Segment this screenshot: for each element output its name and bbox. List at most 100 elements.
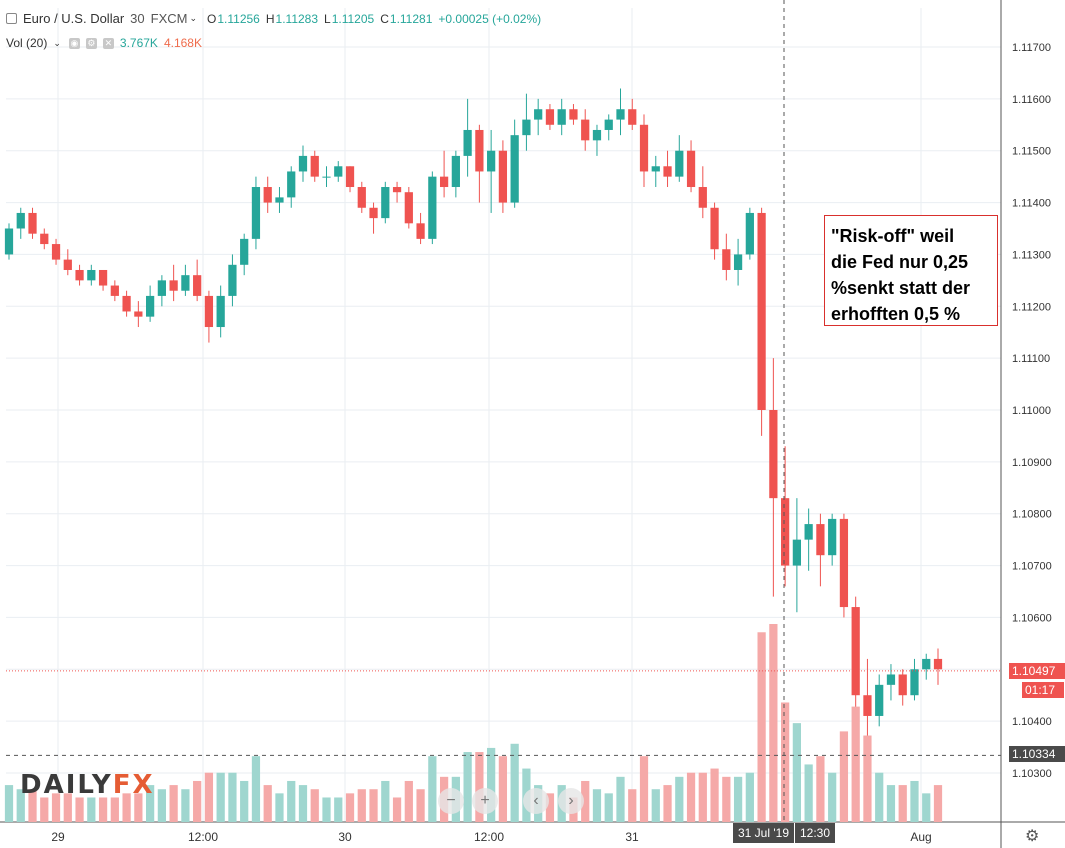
legend-main-row: Euro / U.S. Dollar 30 FXCM ⌄ O 1.11256 H… xyxy=(6,11,547,26)
candle-body xyxy=(604,119,613,130)
low-label: L xyxy=(324,11,331,26)
annotation-box[interactable]: "Risk-off" weil die Fed nur 0,25 %senkt … xyxy=(824,215,998,326)
chevron-down-icon[interactable]: ⌄ xyxy=(53,37,61,48)
volume-bar xyxy=(628,789,637,822)
candle-body xyxy=(404,192,413,224)
volume-bar xyxy=(310,789,319,822)
zoom-in-button[interactable]: + xyxy=(472,788,498,814)
volume-bar xyxy=(169,785,178,822)
countdown-tag: 01:17 xyxy=(1022,682,1064,698)
scroll-right-button[interactable]: › xyxy=(558,788,584,814)
volume-bar xyxy=(545,793,555,822)
chevron-down-icon[interactable]: ⌄ xyxy=(189,13,198,23)
volume-bar xyxy=(240,780,249,822)
low-value: 1.11205 xyxy=(331,11,375,26)
volume-bar xyxy=(181,789,190,822)
logo-text-fx: FX xyxy=(112,770,155,800)
candle-body xyxy=(169,280,178,291)
zoom-out-button[interactable]: − xyxy=(438,788,464,814)
volume-bar xyxy=(804,764,813,822)
volume-bar xyxy=(616,776,625,822)
open-value: 1.11256 xyxy=(217,11,260,26)
crosshair-date-tag: 31 Jul '19 xyxy=(733,823,794,843)
volume-bar xyxy=(322,797,331,822)
volume-bar xyxy=(851,706,860,822)
candle-body xyxy=(157,280,166,296)
candle-body xyxy=(886,674,896,685)
close-icon[interactable]: ✕ xyxy=(102,37,114,49)
volume-bar xyxy=(604,793,613,822)
volume-label[interactable]: Vol (20) xyxy=(6,36,48,50)
candle-body xyxy=(675,150,684,177)
settings-gear-icon[interactable]: ⚙ xyxy=(1025,828,1040,845)
volume-bar xyxy=(40,797,49,822)
candle-body xyxy=(910,669,919,696)
volume-bar xyxy=(710,768,719,822)
volume-bar xyxy=(863,735,872,822)
candle-body xyxy=(228,264,237,296)
volume-bar xyxy=(251,756,261,822)
x-tick-label: 12:00 xyxy=(474,830,504,844)
volume-bar xyxy=(639,756,649,822)
candle-body xyxy=(816,524,825,556)
symbol-name[interactable]: Euro / U.S. Dollar xyxy=(23,11,125,26)
volume-bar xyxy=(910,780,919,822)
candle-body xyxy=(875,684,884,716)
candle-body xyxy=(451,155,460,188)
candle-body xyxy=(75,269,84,281)
candle-body xyxy=(28,212,37,234)
candle-body xyxy=(522,119,531,136)
candle-body xyxy=(345,166,355,188)
candle-body xyxy=(592,129,602,141)
candle-body xyxy=(298,155,308,172)
collapse-icon[interactable] xyxy=(6,13,17,24)
current-price-tag: 1.10497 xyxy=(1009,663,1065,679)
candle-body xyxy=(828,518,837,556)
candle-body xyxy=(181,275,190,291)
volume-bar xyxy=(733,776,743,822)
volume-bar xyxy=(28,789,37,822)
candle-body xyxy=(322,176,331,178)
source-label[interactable]: FXCM xyxy=(150,11,188,26)
candle-body xyxy=(487,150,496,172)
candle-body xyxy=(686,150,696,188)
y-tick-label: 1.10600 xyxy=(1012,612,1052,624)
candle-body xyxy=(369,207,378,219)
candle-body xyxy=(757,212,766,410)
candle-body xyxy=(710,207,719,250)
volume-bar xyxy=(75,797,84,822)
volume-bar xyxy=(357,789,366,822)
candle-body xyxy=(628,109,637,125)
candle-body xyxy=(357,187,366,208)
gear-icon[interactable]: ⚙ xyxy=(85,37,97,49)
crosshair-price-tag: 1.10334 xyxy=(1009,746,1065,762)
candle-body xyxy=(381,187,390,219)
volume-bar xyxy=(87,797,96,822)
volume-bar xyxy=(428,756,437,822)
candle-body xyxy=(134,311,143,317)
volume-bar xyxy=(122,793,131,822)
volume-bar xyxy=(369,789,378,822)
volume-bar xyxy=(722,776,731,822)
candle-body xyxy=(4,228,14,255)
volume-bar xyxy=(828,772,837,822)
candle-body xyxy=(792,539,802,566)
candle-body xyxy=(63,259,72,270)
candle-body xyxy=(745,212,754,255)
volume-bar xyxy=(792,723,802,822)
volume-bar xyxy=(98,797,108,822)
eye-icon[interactable]: ◉ xyxy=(68,37,80,49)
volume-bar xyxy=(193,780,202,822)
legend-volume-row: Vol (20) ⌄ ◉ ⚙ ✕ 3.767K 4.168K xyxy=(6,36,208,50)
volume-bar xyxy=(134,793,143,822)
candle-body xyxy=(334,166,343,177)
volume-bar xyxy=(745,772,754,822)
scroll-left-button[interactable]: ‹ xyxy=(523,788,549,814)
candle-body xyxy=(416,223,425,239)
candle-body xyxy=(769,410,778,499)
interval-label[interactable]: 30 xyxy=(130,11,145,26)
change-value: +0.00025 (+0.02%) xyxy=(438,11,542,26)
candle-body xyxy=(51,244,61,260)
